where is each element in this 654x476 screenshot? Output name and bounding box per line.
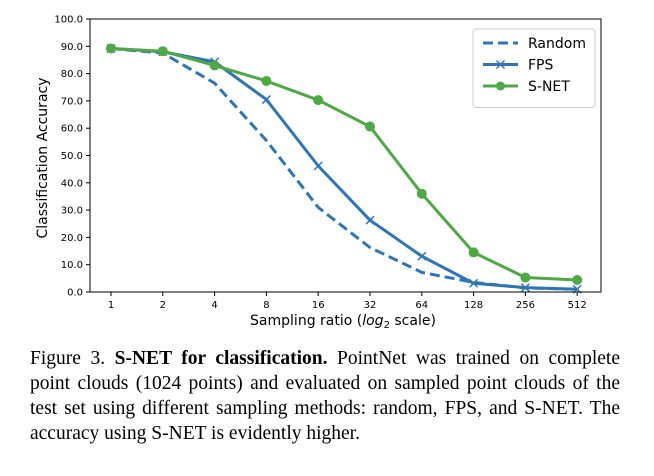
- x-tick-label: 256: [516, 300, 535, 311]
- data-point-fps: [365, 215, 375, 225]
- y-tick-label: 70.0: [61, 96, 83, 107]
- x-tick-label: 2: [160, 300, 166, 311]
- caption-figure-label: Figure 3.: [30, 348, 106, 369]
- x-axis-label-math: log: [362, 313, 383, 329]
- data-point-s-net: [520, 272, 531, 283]
- y-tick-label: 100.0: [54, 15, 83, 26]
- caption-title: S-NET for classification.: [114, 348, 328, 369]
- y-tick-label: 40.0: [61, 178, 83, 189]
- data-point-s-net: [468, 247, 479, 258]
- series-line-random: [110, 46, 578, 291]
- legend: Random FPS S-NET: [472, 28, 596, 108]
- data-point-s-net: [106, 43, 116, 54]
- x-axis-label-prefix: Sampling ratio (: [250, 313, 362, 329]
- figure-caption: Figure 3. S-NET for classification. Poin…: [30, 346, 620, 446]
- data-point-s-net: [416, 188, 427, 199]
- x-tick-label: 4: [211, 300, 217, 311]
- accuracy-line-chart: 0.0 10.0 20.0 30.0 40.0 50.0 60.0 70.0 80.0 90.0 1…: [35, 15, 602, 330]
- y-tick-label: 20.0: [61, 233, 83, 244]
- plot-area: [106, 43, 583, 294]
- y-tick-label: 0.0: [67, 288, 83, 299]
- y-tick-label: 30.0: [61, 206, 83, 217]
- data-point-s-net: [209, 60, 220, 71]
- data-point-s-net: [365, 121, 375, 132]
- series-line-s-net: [110, 46, 578, 282]
- legend-label-fps: FPS: [528, 58, 553, 74]
- axes: 0.0 10.0 20.0 30.0 40.0 50.0 60.0 70.0 80.0 90.0 1…: [54, 15, 602, 311]
- y-tick-label: 80.0: [61, 69, 83, 80]
- data-point-s-net: [572, 274, 583, 285]
- y-tick-label: 90.0: [61, 42, 83, 53]
- x-tick-label: 128: [464, 300, 483, 311]
- data-point-s-net: [313, 95, 324, 106]
- x-axis-label-suffix: scale): [390, 313, 436, 329]
- data-point-fps: [313, 161, 323, 171]
- data-point-fps: [469, 278, 479, 288]
- x-tick-label: 32: [364, 300, 377, 311]
- y-tick-label: 50.0: [61, 151, 83, 162]
- legend-marker-s-net: [496, 81, 505, 91]
- data-point-fps: [520, 283, 530, 293]
- y-tick-label: 10.0: [61, 260, 83, 271]
- x-tick-label: 512: [568, 300, 587, 311]
- x-axis-label-subscript: 2: [384, 320, 390, 330]
- data-point-fps: [261, 95, 271, 105]
- x-tick-label: 1: [108, 300, 114, 311]
- x-tick-label: 8: [263, 300, 269, 311]
- x-axis-label: Sampling ratio (log2 scale): [250, 313, 436, 330]
- legend-label-random: Random: [528, 36, 586, 52]
- data-point-s-net: [157, 46, 168, 57]
- legend-marker-fps: [495, 59, 506, 70]
- data-point-s-net: [261, 75, 272, 86]
- data-point-fps: [417, 251, 427, 261]
- y-tick-label: 60.0: [61, 124, 83, 135]
- y-axis-label: Classification Accuracy: [35, 78, 51, 239]
- x-tick-label: 64: [415, 300, 428, 311]
- caption-text: PointNet was trained on complete point c…: [30, 348, 620, 444]
- x-tick-label: 16: [312, 300, 325, 311]
- legend-label-s-net: S-NET: [528, 79, 570, 95]
